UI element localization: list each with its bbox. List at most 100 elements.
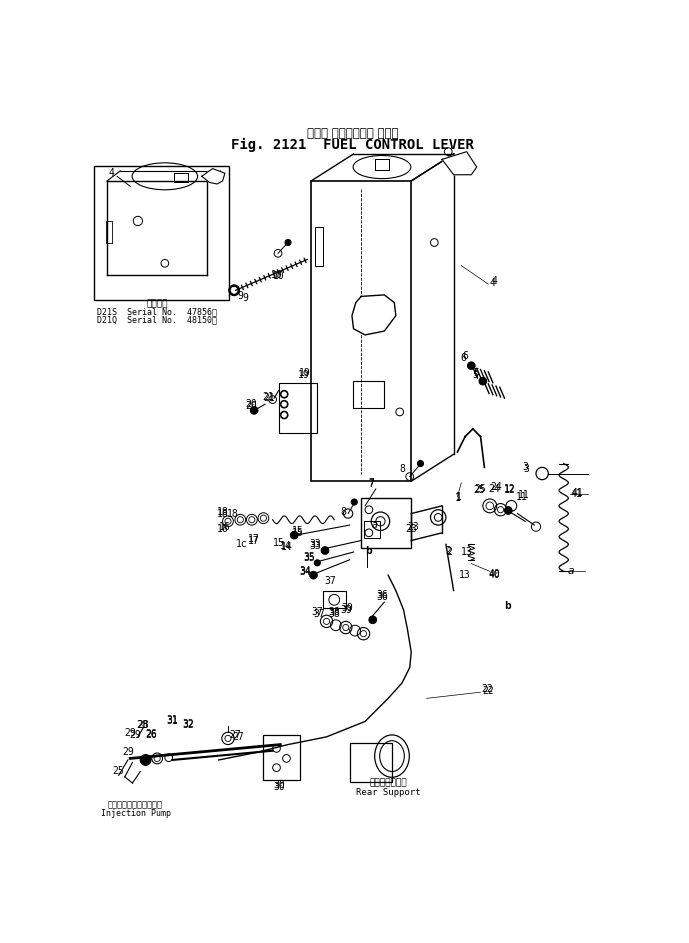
Text: 11: 11 [518,490,530,500]
Text: 4: 4 [108,168,114,178]
Text: 36: 36 [376,590,388,600]
Bar [94,166,229,300]
Text: 17: 17 [247,536,259,545]
Text: 7: 7 [368,479,374,489]
Bar [375,159,389,170]
Text: Injection Pump: Injection Pump [101,809,171,819]
Text: 1: 1 [455,493,460,504]
Text: 37: 37 [311,607,323,617]
Bar [174,174,188,182]
Text: 38: 38 [329,608,340,619]
Polygon shape [442,152,477,174]
Text: 19: 19 [298,370,309,380]
Text: 28: 28 [137,720,149,730]
Text: 14: 14 [280,541,291,551]
Text: 35: 35 [304,552,316,562]
Text: 18: 18 [227,508,238,519]
Text: 12: 12 [504,484,515,494]
Polygon shape [352,295,396,335]
Text: 8: 8 [340,507,347,517]
Bar [364,521,380,538]
Text: 14: 14 [280,541,292,552]
Text: 31: 31 [167,715,178,725]
Text: 40: 40 [489,569,500,579]
Text: 6: 6 [461,353,466,363]
Text: 38: 38 [329,607,340,617]
Text: 20: 20 [245,399,257,409]
Text: 41: 41 [572,488,584,498]
Text: 15: 15 [291,526,303,537]
Text: a: a [568,567,575,576]
Text: 22: 22 [482,686,494,696]
Text: 27: 27 [230,730,242,740]
Text: 27: 27 [232,732,244,742]
Text: 24: 24 [490,483,502,492]
Text: 1c: 1c [236,539,248,550]
Text: 15: 15 [273,538,285,548]
Text: Rear Support: Rear Support [356,787,420,797]
Circle shape [229,285,240,296]
Text: 6: 6 [462,352,468,361]
Polygon shape [202,169,225,184]
Text: インジェクションポンプ: インジェクションポンプ [108,800,163,809]
Text: 適用号機: 適用号機 [146,300,168,308]
Text: 10: 10 [273,272,285,281]
Circle shape [504,506,512,514]
Text: 2: 2 [446,547,453,557]
Text: 30: 30 [273,782,285,792]
Circle shape [280,390,288,398]
Text: 34: 34 [299,567,311,577]
Text: 16: 16 [217,524,229,534]
Circle shape [282,392,287,396]
Text: 18: 18 [217,508,229,519]
Bar [174,174,188,182]
Text: a: a [372,521,378,530]
Text: リヤーサポート: リヤーサポート [369,779,407,787]
Text: 4: 4 [489,277,495,288]
Text: 21: 21 [263,393,275,403]
Text: D21Q  Serial No.  48150〜: D21Q Serial No. 48150〜 [97,315,217,324]
Text: 8: 8 [399,464,405,474]
Text: 25: 25 [113,766,125,776]
Text: 7: 7 [368,478,374,488]
Text: 20: 20 [245,401,257,411]
Text: b: b [366,545,372,555]
Text: 10: 10 [271,270,282,280]
Text: 23: 23 [405,524,417,534]
Text: 41: 41 [570,489,582,499]
Text: 32: 32 [182,720,194,730]
Text: 32: 32 [182,719,194,729]
Text: 13: 13 [460,571,471,580]
Circle shape [140,754,151,766]
Bar [263,736,300,780]
Circle shape [467,362,475,370]
Text: 28: 28 [136,720,148,730]
Text: 18: 18 [217,507,229,517]
Circle shape [479,377,486,385]
Circle shape [290,531,298,539]
Text: 24: 24 [489,484,500,494]
Text: 4: 4 [491,276,497,286]
Text: 5: 5 [473,369,479,378]
Circle shape [321,547,329,554]
Text: フェル コントロール レバー: フェル コントロール レバー [307,127,398,140]
Text: 37: 37 [325,576,336,587]
Text: 21: 21 [262,391,274,402]
Text: 2: 2 [445,545,451,555]
Text: 3: 3 [522,462,528,472]
Circle shape [369,616,377,623]
Text: 25: 25 [475,484,486,494]
Text: 33: 33 [309,541,321,551]
Circle shape [314,560,320,566]
Circle shape [280,401,288,408]
Text: 9: 9 [238,291,243,302]
Text: 19: 19 [299,369,311,378]
Text: 29: 29 [122,747,134,757]
Text: 30: 30 [273,781,285,790]
Text: 39: 39 [342,604,353,613]
Circle shape [282,402,287,406]
Circle shape [250,406,258,414]
Circle shape [309,571,318,579]
Text: 5: 5 [472,370,478,380]
Text: 16: 16 [219,522,231,533]
